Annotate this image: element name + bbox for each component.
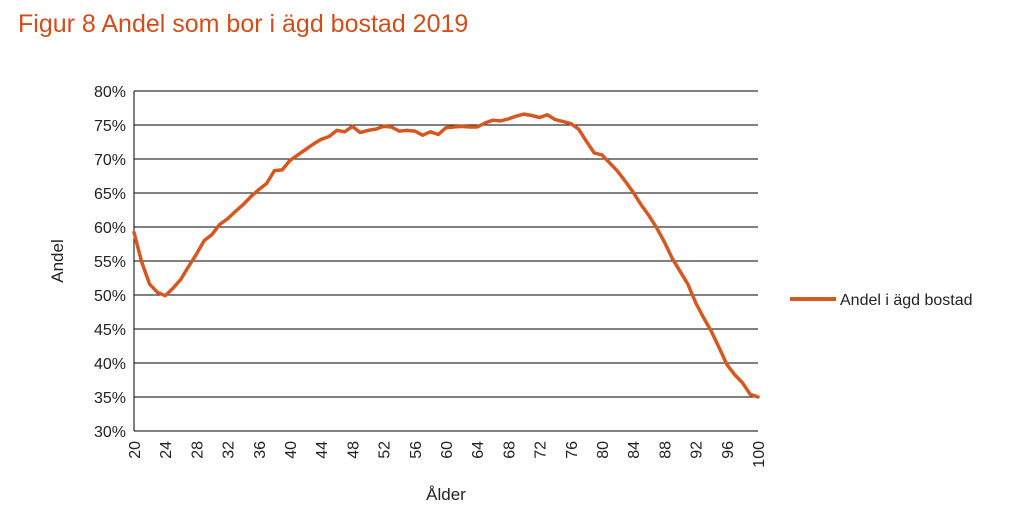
x-tick-label: 76 — [564, 441, 581, 459]
x-axis-title: Ålder — [426, 485, 466, 504]
x-tick-label: 96 — [720, 441, 737, 459]
y-axis-title: Andel — [48, 239, 67, 282]
y-tick-label: 45% — [94, 322, 126, 339]
y-tick-label: 70% — [94, 152, 126, 169]
y-tick-label: 35% — [94, 390, 126, 407]
x-tick-label: 64 — [470, 441, 487, 459]
x-tick-label: 32 — [221, 441, 238, 459]
y-axis-tick-labels: 30% 35% 40% 45% 50% 55% 60% 65% 70% 75% 80% — [94, 84, 126, 441]
x-tick-label: 36 — [252, 441, 269, 459]
y-tick-label: 60% — [94, 220, 126, 237]
legend-label: Andel i ägd bostad — [840, 292, 973, 309]
x-tick-label: 88 — [657, 441, 674, 459]
x-tick-label: 92 — [689, 441, 706, 459]
x-tick-label: 60 — [439, 441, 456, 459]
y-tick-label: 80% — [94, 84, 126, 101]
x-tick-label: 40 — [283, 441, 300, 459]
gridlines — [134, 90, 758, 432]
chart-title: Figur 8 Andel som bor i ägd bostad 2019 — [18, 10, 469, 38]
y-tick-label: 65% — [94, 186, 126, 203]
x-tick-label: 80 — [595, 441, 612, 459]
x-axis-tick-labels: 20 24 28 32 36 40 44 48 52 56 60 64 68 72 76 80 84 88 92 96… — [127, 441, 768, 468]
x-tick-label: 48 — [345, 441, 362, 459]
x-tick-label: 68 — [501, 441, 518, 459]
x-tick-label: 56 — [408, 441, 425, 459]
y-tick-label: 50% — [94, 288, 126, 305]
x-tick-label: 24 — [158, 441, 175, 459]
x-tick-label: 28 — [189, 441, 206, 459]
y-tick-label: 40% — [94, 356, 126, 373]
y-tick-label: 75% — [94, 118, 126, 135]
y-tick-label: 30% — [94, 424, 126, 441]
x-tick-label: 44 — [314, 441, 331, 459]
x-tick-label: 84 — [626, 441, 643, 459]
x-tick-label: 72 — [533, 441, 550, 459]
legend: Andel i ägd bostad — [790, 292, 973, 309]
series-line — [132, 112, 760, 399]
x-tick-label: 52 — [377, 441, 394, 459]
x-tick-label: 100 — [751, 441, 768, 468]
series-group — [132, 112, 760, 399]
x-tick-label: 20 — [127, 441, 144, 459]
y-tick-label: 55% — [94, 254, 126, 271]
